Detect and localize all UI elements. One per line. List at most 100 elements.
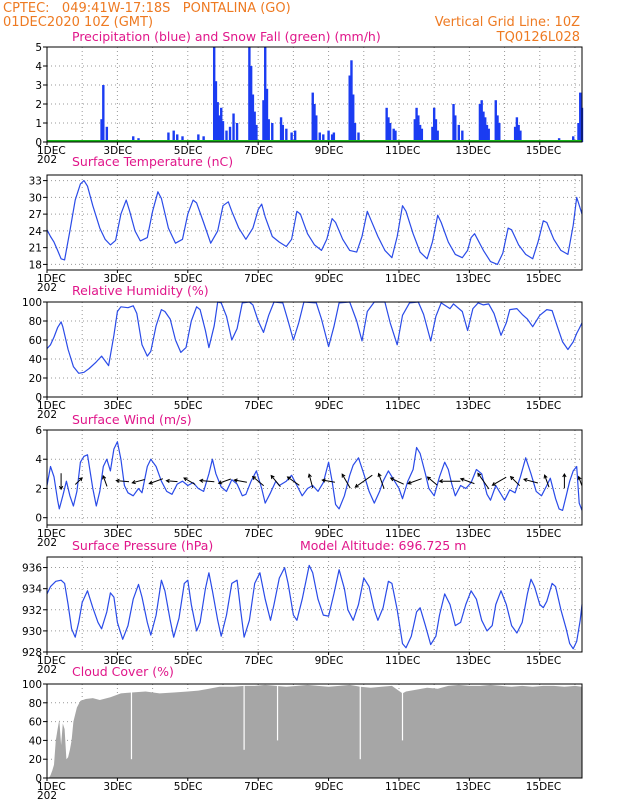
x-tick-label: 9DEC <box>315 273 344 285</box>
panel-temp: 18 21 24 27 30 33 1DEC 3DEC 5DEC 7DEC 9DEC 11DEC 13D… <box>29 174 583 294</box>
precip-bar <box>352 94 355 142</box>
wind-arrow <box>217 478 231 485</box>
precip-bar <box>494 100 497 142</box>
x-tick-label: 11DEC <box>385 781 420 793</box>
y-tick-label: 24 <box>29 226 43 238</box>
precip-bar <box>315 115 318 142</box>
rh-line <box>46 301 583 374</box>
y-tick-label: 3 <box>35 80 42 92</box>
wind-arrow <box>198 478 215 483</box>
y-tick-label: 30 <box>29 192 42 204</box>
plot-border <box>46 301 583 398</box>
precip-bar <box>388 123 392 142</box>
precip-bar <box>249 66 253 142</box>
precip-bar <box>228 126 232 142</box>
wind-line <box>46 441 583 511</box>
precip-bar <box>293 130 297 142</box>
precip-bar <box>181 136 184 142</box>
x-tick-label: 1DEC <box>37 145 66 157</box>
y-tick-label: 100 <box>22 297 42 309</box>
wind-arrow <box>148 478 164 485</box>
header-grid-note: Vertical Grid Line: 10Z <box>435 15 580 30</box>
precip-bar <box>212 47 216 142</box>
precip-bar <box>102 85 105 142</box>
x-tick-label: 15DEC <box>526 655 561 667</box>
precip-bar <box>415 107 418 142</box>
precip-bar <box>285 128 288 142</box>
pres-line <box>46 564 583 650</box>
precip-bar <box>487 128 490 142</box>
precip-bar <box>264 47 267 142</box>
precip-bar <box>348 75 351 142</box>
precip-bar <box>197 134 200 142</box>
precip-bar <box>431 126 434 142</box>
x-tick-label: 11DEC <box>385 400 420 412</box>
y-tick-label: 4 <box>35 454 42 466</box>
panel-title-cloud: Cloud Cover (%) <box>72 664 174 679</box>
y-tick-label: 21 <box>29 243 42 255</box>
x-tick-label: 11DEC <box>385 145 420 157</box>
plot-border <box>46 556 583 653</box>
precip-bar <box>332 132 336 142</box>
x-tick-label: 11DEC <box>385 528 420 540</box>
y-tick-label: 27 <box>29 209 42 221</box>
x-tick-label: 1DEC <box>37 528 66 540</box>
wind-arrow <box>307 473 314 489</box>
wind-arrow <box>131 479 145 485</box>
precip-bar <box>218 115 221 142</box>
wind-arrow <box>543 474 550 488</box>
wind-arrow <box>426 476 438 486</box>
precip-bar <box>498 123 501 142</box>
y-tick-label: 0 <box>35 513 42 525</box>
precip-bar <box>461 130 464 142</box>
y-tick-label: 40 <box>29 735 42 747</box>
wind-arrow <box>270 474 281 488</box>
wind-arrow <box>354 474 373 488</box>
precip-bar <box>436 130 439 142</box>
x-tick-label: 3DEC <box>103 655 132 667</box>
precip-bar <box>496 115 499 142</box>
x-tick-label: 1DEC <box>37 273 66 285</box>
cloud-cover-area <box>47 684 582 778</box>
precip-bar <box>311 92 314 142</box>
precip-bar <box>255 124 258 142</box>
precip-bar <box>420 128 424 142</box>
x-tick-label: 1DEC <box>37 655 66 667</box>
precip-bar <box>385 107 388 142</box>
x-tick-label: 15DEC <box>526 400 561 412</box>
y-tick-label: 33 <box>29 176 42 188</box>
precip-bar <box>202 136 205 142</box>
y-tick-label: 0 <box>35 773 42 785</box>
precip-bar <box>357 132 360 142</box>
y-tick-label: 80 <box>29 316 42 328</box>
y-tick-label: 60 <box>29 717 42 729</box>
y-tick-label: 2 <box>35 483 42 495</box>
y-tick-label: 60 <box>29 335 42 347</box>
wind-arrow <box>165 478 178 484</box>
precip-bar <box>519 130 522 142</box>
wind-arrow <box>341 473 351 489</box>
precip-bar <box>517 124 520 142</box>
x-tick-label: 3DEC <box>103 781 132 793</box>
y-tick-label: 18 <box>29 259 42 271</box>
wind-arrow <box>58 473 64 491</box>
precip-bar <box>417 115 420 142</box>
header-run-time: 01DEC2020 10Z (GMT) <box>3 15 153 30</box>
precip-bar <box>279 117 283 142</box>
panel-wind: 0 2 4 6 1DEC 3DEC 5DEC 7DEC 9DEC 11DEC 13DEC 15DEC 2… <box>35 425 583 549</box>
panel-title-pres: Surface Pressure (hPa) <box>72 538 213 553</box>
y-tick-label: 6 <box>35 425 42 437</box>
panel-title-wind: Surface Wind (m/s) <box>72 412 192 427</box>
wind-arrow <box>577 475 583 486</box>
x-tick-label: 3DEC <box>103 528 132 540</box>
precip-bar <box>394 130 397 142</box>
x-tick-label: 11DEC <box>385 655 420 667</box>
precip-bar <box>232 113 235 142</box>
precip-bar <box>214 81 218 142</box>
x-axis-year-fragment: 202 <box>37 664 57 676</box>
precip-bar <box>392 128 395 142</box>
wind-arrow <box>477 472 490 490</box>
header-station-line: CPTEC: 049:41W-17:18S PONTALINA (GO) <box>3 1 291 16</box>
panel-title-precip: Precipitation (blue) and Snow Fall (gree… <box>72 29 381 44</box>
